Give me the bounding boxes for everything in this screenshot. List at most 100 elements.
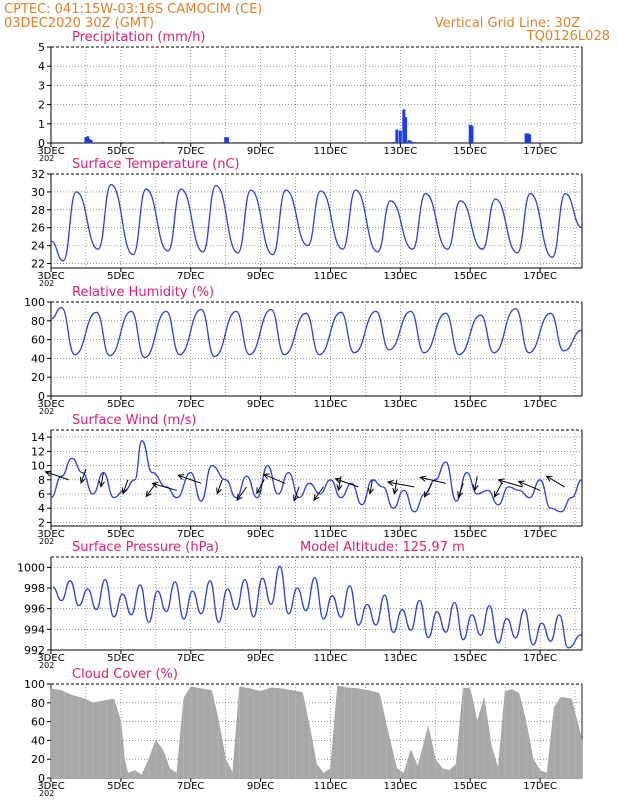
x-tick-label: 9DEC [247,146,274,157]
wind-arrow [517,480,541,491]
x-year-label: 202 [39,154,54,163]
x-tick-label: 5DEC [107,653,134,664]
x-year-label: 202 [39,789,54,798]
temperature-line [50,184,583,262]
wind-arrow-head [98,480,105,488]
wind-arrow-head [423,490,430,498]
y-tick-label: 996 [24,603,45,616]
x-tick-label: 3DEC [37,529,64,540]
y-tick-label: 30 [31,186,45,199]
y-tick-label: 2 [38,516,45,529]
wind-arrow-shaft [493,483,503,498]
y-tick-label: 4 [38,502,45,515]
wind-arrow [79,468,87,484]
x-tick-label: 11DEC [314,399,348,410]
wind-arrow [457,483,464,499]
x-tick-label: 13DEC [383,529,417,540]
y-tick-label: 60 [31,334,45,347]
wind-arrow-head [457,491,463,499]
wind-arrow-shaft [424,483,433,498]
y-tick-label: 3 [38,79,45,92]
wind-arrow [262,473,286,484]
wind-arrow [313,486,324,501]
wind-arrow [293,486,300,502]
y-tick-label: 12 [31,445,45,458]
wind-arrow-head [79,476,86,484]
cloud-cover-area [50,685,583,779]
x-tick-label: 5DEC [107,271,134,282]
x-tick-label: 9DEC [247,529,274,540]
panel-title: Cloud Cover (%) [72,667,178,682]
precip-bar [412,142,416,143]
precip-bar [409,141,413,143]
wind-arrow [151,481,177,491]
wind-arrow-shaft [152,482,177,491]
y-tick-label: 992 [24,644,45,657]
x-tick-label: 3DEC [37,146,64,157]
y-tick-label: 80 [31,315,45,328]
x-tick-label: 17DEC [523,781,557,792]
wind-arrow-head [256,487,262,495]
y-tick-label: 0 [38,390,45,403]
x-tick-label: 17DEC [523,271,557,282]
x-tick-label: 5DEC [107,399,134,410]
x-tick-label: 7DEC [177,399,204,410]
y-tick-label: 20 [31,371,45,384]
wind-arrow-head [386,480,394,487]
wind-arrow-shaft [293,486,300,501]
wind-arrow-shaft [178,474,202,484]
header-date: 03DEC2020 30Z (GMT) [4,16,154,31]
wind-arrow-head [419,475,427,482]
x-tick-label: 15DEC [453,146,487,157]
wind-arrow [392,479,399,495]
panel-title: Surface Pressure (hPa) [72,540,219,555]
y-tick-label: 998 [24,582,45,595]
x-tick-label: 9DEC [247,653,274,664]
x-tick-label: 3DEC [37,399,64,410]
x-tick-label: 7DEC [177,271,204,282]
x-tick-label: 11DEC [314,653,348,664]
wind-arrow-shaft [420,476,446,484]
y-tick-label: 40 [31,734,45,747]
wind-arrow [236,486,248,501]
wind-arrow-head [151,481,159,488]
wind-arrow-head [262,473,270,480]
wind-arrow-shaft [498,479,523,488]
panel-title: Precipitation (mm/h) [72,30,205,45]
y-tick-label: 100 [24,678,45,691]
precip-bar [391,142,395,143]
wind-arrow-head [334,477,342,484]
wind-arrow [177,474,202,484]
precip-bar [407,140,411,143]
wind-arrow-head [367,487,374,495]
precip-bar [84,137,88,143]
wind-arrow-shaft [393,479,398,494]
precip-bar [528,134,532,143]
x-tick-label: 7DEC [177,146,204,157]
x-year-label: 202 [39,407,54,416]
temperature-panel: 22 24 26 28 30 32 3DEC 5DEC 7DEC 9DEC 11DEC 13DEC 15… [31,157,583,288]
y-tick-label: 8 [38,474,45,487]
wind-arrow-shaft [263,473,286,484]
x-tick-label: 11DEC [314,271,348,282]
x-tick-label: 5DEC [107,781,134,792]
wind-arrow [334,477,359,488]
pressure-line [52,565,583,649]
precip-bar [89,140,93,143]
y-tick-label: 0 [38,772,45,785]
wind-arrow-shaft [369,479,373,494]
precip-bar [224,137,228,143]
y-tick-label: 40 [31,352,45,365]
x-tick-label: 9DEC [247,271,274,282]
x-tick-label: 3DEC [37,653,64,664]
header-run-code: TQ0126L028 [526,29,610,44]
wind-arrow-head [177,474,185,480]
x-tick-label: 15DEC [453,399,487,410]
y-tick-label: 60 [31,716,45,729]
wind-arrow-shaft [45,471,69,481]
wind-arrow-shaft [313,486,324,501]
y-tick-label: 26 [31,222,45,235]
wind-arrow-shaft [122,479,129,494]
wind-arrow-shaft [80,468,87,484]
